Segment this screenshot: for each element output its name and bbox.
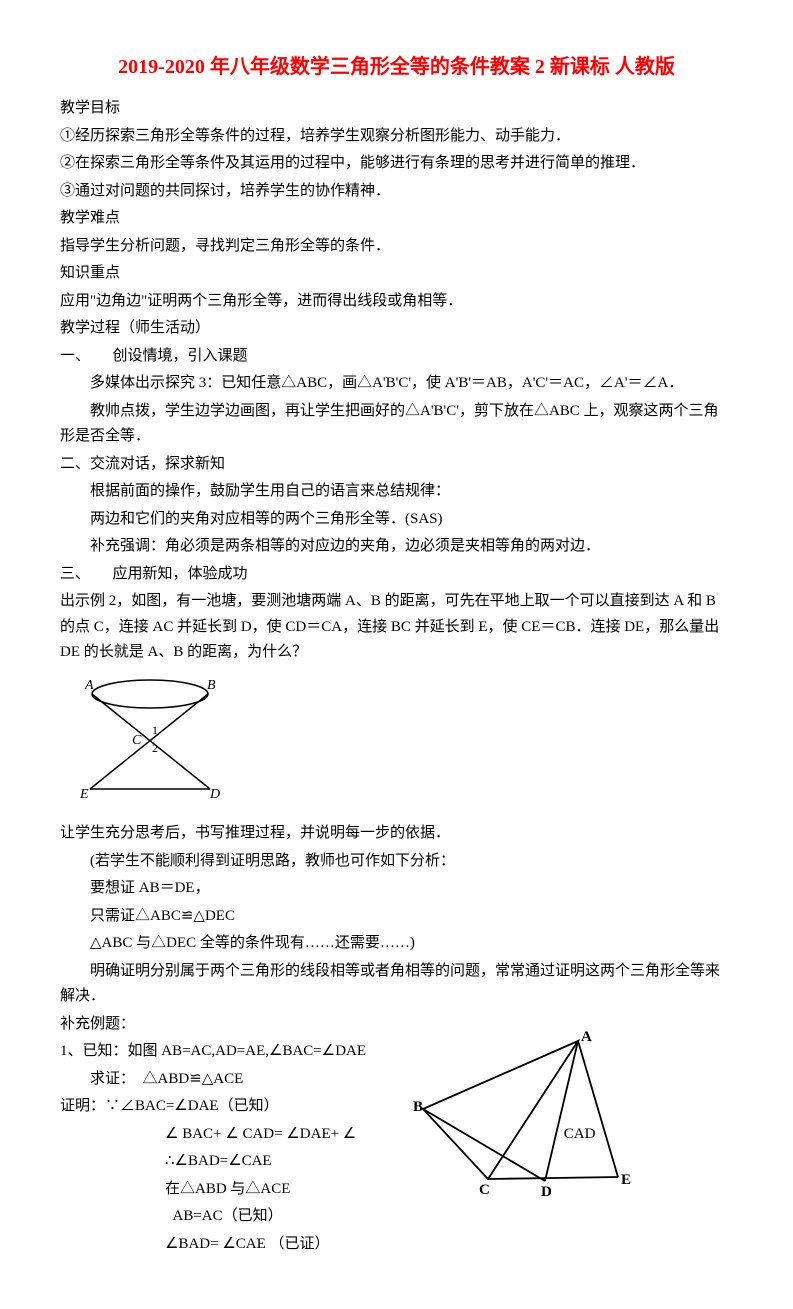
section-3: 三、 应用新知，体验成功 (60, 562, 733, 588)
section-1: 一、 创设情境，引入课题 (60, 344, 733, 370)
heading-goal: 教学目标 (60, 96, 733, 122)
goal-2: ②在探索三角形全等条件及其运用的过程中，能够进行有条理的思考并进行简单的推理． (60, 151, 733, 177)
analysis-p2: (若学生不能顺利得到证明思路，教师也可作如下分析： (60, 849, 733, 875)
sec2-p1: 根据前面的操作，鼓励学生用自己的语言来总结规律： (60, 479, 733, 505)
label-E: E (80, 787, 89, 802)
label-E2: E (621, 1172, 631, 1188)
supp-proof5: ∠BAD= ∠CAE （已证） (60, 1232, 733, 1258)
heading-process: 教学过程（师生活动） (60, 316, 733, 342)
analysis-p6: 明确证明分别属于两个三角形的线段相等或者角相等的问题，常常通过证明这两个三角形全… (60, 959, 733, 1010)
triangle-diagram: A B C D E (413, 1029, 673, 1209)
analysis-p3: 要想证 AB＝DE， (60, 876, 733, 902)
difficulty-text: 指导学生分析问题，寻找判定三角形全等的条件． (60, 234, 733, 260)
analysis-p1: 让学生充分思考后，书写推理过程，并说明每一步的依据． (60, 821, 733, 847)
label-D2: D (541, 1184, 552, 1199)
analysis-p4: 只需证△ABC≌△DEC (60, 904, 733, 930)
sec2-p2: 两边和它们的夹角对应相等的两个三角形全等．(SAS) (60, 507, 733, 533)
label-D: D (209, 787, 220, 802)
proof1-left: ∠ BAC+ ∠ CAD= ∠DAE+ ∠ (165, 1126, 356, 1142)
label-C: C (132, 733, 142, 748)
label-A2: A (581, 1029, 592, 1045)
sec1-p2: 教帅点拨，学生边学边画图，再让学生把画好的△A'B'C'，剪下放在△ABC 上，… (60, 399, 733, 450)
heading-difficulty: 教学难点 (60, 206, 733, 232)
goal-1: ①经历探索三角形全等条件的过程，培养学生观察分析图形能力、动手能力． (60, 124, 733, 150)
analysis-p5: △ABC 与△DEC 全等的条件现有……还需要……) (60, 931, 733, 957)
keypoint-text: 应用"边角边"证明两个三角形全等，进而得出线段或角相等． (60, 289, 733, 315)
pond-diagram: A B C 1 2 E D (80, 674, 733, 814)
label-A: A (84, 678, 94, 693)
doc-title: 2019-2020 年八年级数学三角形全等的条件教案 2 新课标 人教版 (60, 50, 733, 84)
label-B: B (207, 678, 216, 693)
goal-3: ③通过对问题的共同探讨，培养学生的协作精神． (60, 179, 733, 205)
sec2-p3: 补充强调：角必须是两条相等的对应边的夹角，边必须是夹相等角的两对边． (60, 534, 733, 560)
label-C2: C (479, 1182, 490, 1198)
label-ang2: 2 (152, 741, 158, 755)
sec1-p1: 多媒体出示探究 3：已知任意△ABC，画△A'B'C'，使 A'B'＝AB，A'… (60, 371, 733, 397)
label-B2: B (413, 1099, 423, 1115)
label-ang1: 1 (152, 723, 158, 737)
section-2: 二、交流对话，探求新知 (60, 452, 733, 478)
heading-keypoint: 知识重点 (60, 261, 733, 287)
sec3-p1: 出示例 2，如图，有一池塘，要测池塘两端 A、B 的距离，可先在平地上取一个可以… (60, 589, 733, 666)
